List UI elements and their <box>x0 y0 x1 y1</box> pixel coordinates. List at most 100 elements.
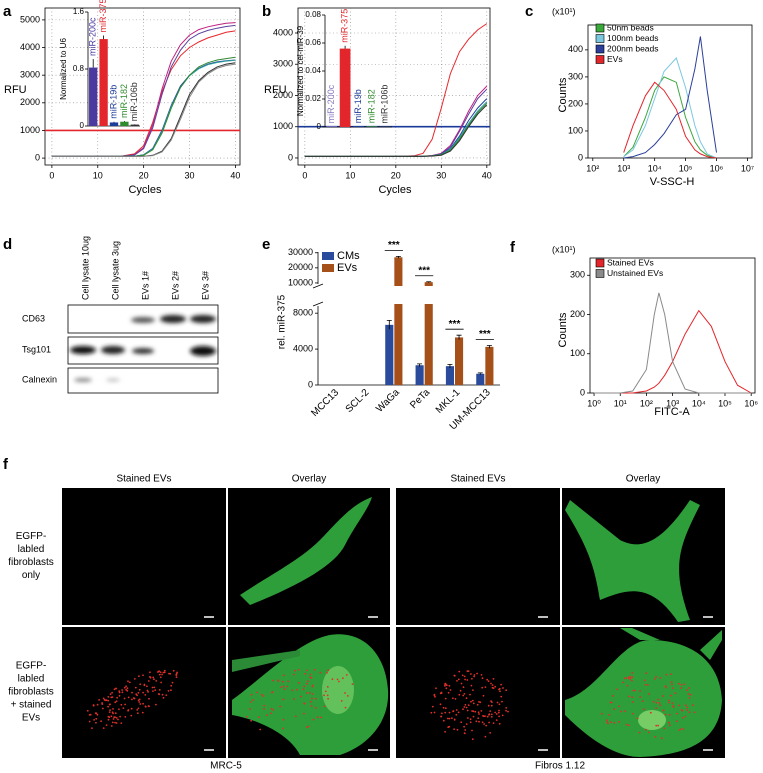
ev-dot <box>445 687 448 690</box>
ev-dot <box>625 723 628 726</box>
ev-dot <box>612 695 614 697</box>
ev-dot <box>665 673 668 676</box>
ev-dot <box>306 669 308 672</box>
ev-dot <box>170 684 173 687</box>
ev-dot <box>639 690 641 692</box>
ev-dot <box>657 724 659 727</box>
ev-dot <box>460 682 463 685</box>
ev-dot <box>250 719 253 722</box>
ev-dot <box>272 709 275 711</box>
inset-bar <box>109 122 119 126</box>
ev-dot <box>319 671 322 674</box>
ev-dot <box>688 697 691 699</box>
ev-dot <box>163 671 166 674</box>
ev-dot <box>143 683 146 686</box>
ev-dot <box>633 689 636 692</box>
ev-dot <box>118 691 121 694</box>
x-tick-label: SCL-2 <box>344 387 372 415</box>
ev-dot <box>102 697 105 700</box>
ev-dot <box>107 696 110 698</box>
ev-dot <box>434 695 436 698</box>
ev-dot <box>473 675 475 678</box>
ev-dot <box>629 677 632 680</box>
ev-dot <box>655 676 657 678</box>
ev-dot <box>263 708 265 710</box>
ev-dot <box>464 678 466 681</box>
ev-dot <box>116 696 118 699</box>
ev-dot <box>624 677 626 680</box>
ev-dot <box>159 676 162 679</box>
ev-dot <box>481 677 484 680</box>
ev-dot <box>474 710 477 713</box>
ev-dot <box>448 684 451 687</box>
error-bar <box>456 334 462 340</box>
ev-dot <box>312 718 315 721</box>
series-line <box>594 309 752 394</box>
scale-bars <box>204 616 713 751</box>
lane-label: Cell lysate 3ug <box>110 241 120 300</box>
ev-dot <box>448 717 451 720</box>
ev-dot <box>134 686 137 689</box>
inset-bar <box>353 126 364 127</box>
ev-dot <box>608 714 611 716</box>
ev-dot <box>678 729 681 731</box>
error-bar <box>477 372 483 375</box>
x-tick-label: 10⁰ <box>587 398 601 408</box>
ev-dot <box>309 676 312 679</box>
ev-dot <box>668 724 671 727</box>
y-tick-label: 0 <box>580 387 585 397</box>
ev-dot <box>676 712 679 715</box>
series-line <box>623 57 717 159</box>
ev-dot <box>489 710 492 712</box>
inset-bar <box>120 121 129 126</box>
cell <box>620 628 722 660</box>
ev-dot <box>88 714 91 716</box>
row-label: labled <box>18 674 45 685</box>
ev-dot <box>471 729 473 732</box>
panel-label: b <box>262 3 271 20</box>
ev-dot <box>294 715 297 718</box>
ev-dot <box>433 711 436 714</box>
ev-dot <box>618 720 620 723</box>
series-line <box>623 36 717 159</box>
ev-dot <box>114 721 116 724</box>
ev-dot <box>176 671 179 674</box>
ev-dot <box>456 728 459 731</box>
ev-dot <box>505 689 508 692</box>
column-header: Overlay <box>626 474 660 485</box>
ev-dot <box>453 728 455 730</box>
ev-dot <box>481 686 484 689</box>
inset-bar <box>99 39 108 127</box>
ev-dot <box>649 711 652 714</box>
ev-dot <box>680 684 683 686</box>
ev-dot <box>96 713 99 716</box>
ev-dot <box>498 703 501 706</box>
lane-label: EVs 3# <box>200 271 210 300</box>
ev-dot <box>686 689 688 691</box>
ev-dot <box>142 691 145 694</box>
ev-dot <box>687 693 690 695</box>
ev-dot <box>249 708 251 710</box>
ev-dot <box>283 688 286 690</box>
ev-dot <box>492 722 495 724</box>
ev-dot <box>111 721 114 724</box>
ev-dot <box>105 724 108 726</box>
ev-dot <box>616 688 619 691</box>
ev-dot <box>480 710 483 712</box>
ev-dot <box>155 680 158 682</box>
ev-dot <box>303 712 305 715</box>
ev-dot <box>277 679 279 682</box>
ev-dot <box>154 689 157 691</box>
ev-dot <box>668 713 671 716</box>
ev-dot <box>159 671 162 674</box>
legend-label: EVs <box>607 54 623 64</box>
band <box>132 348 154 354</box>
ev-dot <box>105 699 108 702</box>
ev-dot <box>475 720 478 723</box>
ev-dot <box>668 701 671 704</box>
ev-dot <box>486 715 489 718</box>
legend-swatch <box>595 269 605 278</box>
y-axis-label: rel. miR-375 <box>277 294 288 349</box>
ev-dot <box>118 694 121 697</box>
ev-dot <box>149 671 151 674</box>
